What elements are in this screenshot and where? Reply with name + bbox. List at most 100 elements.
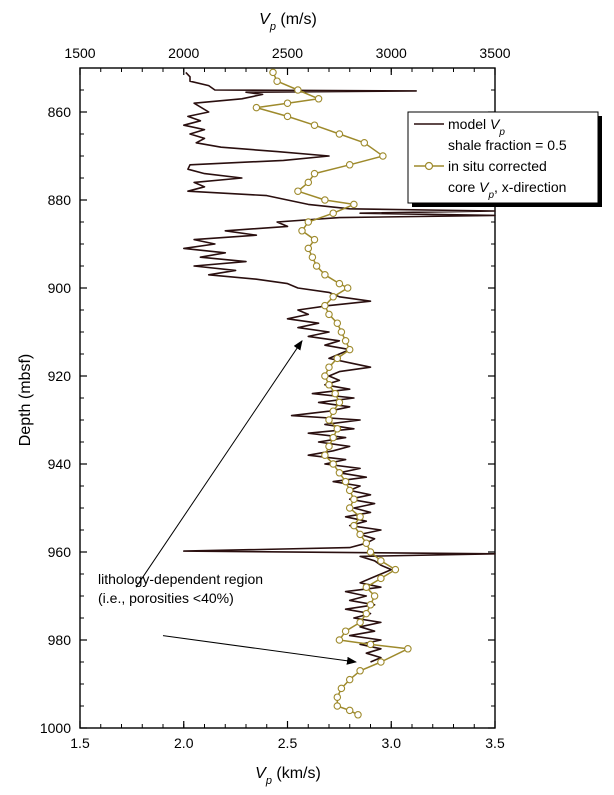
y-tick-label: 980 (48, 632, 72, 648)
core-data-point (345, 706, 354, 715)
core-data-point (321, 372, 329, 380)
core-data-point (333, 425, 342, 433)
core-data-point (335, 636, 344, 644)
core-data-point (321, 451, 329, 459)
core-data-point (308, 253, 317, 261)
core-data-point (391, 565, 400, 574)
core-data-point (341, 627, 350, 635)
core-data-point (345, 161, 354, 169)
core-data-point (304, 244, 313, 253)
core-data-point (345, 675, 354, 684)
core-data-point (304, 218, 313, 226)
top-tick-label: 3500 (479, 45, 510, 61)
top-tick-label: 2500 (272, 45, 303, 61)
y-axis-title: Depth (mbsf) (17, 354, 34, 446)
y-tick-label: 880 (48, 192, 72, 208)
core-data-point (345, 345, 354, 354)
core-data-point (356, 530, 364, 539)
annotation-text-line2: (i.e., porosities <40%) (98, 590, 234, 606)
series-group (183, 68, 496, 719)
core-data-point (337, 328, 346, 336)
core-data-point (321, 271, 329, 279)
y-tick-label: 960 (48, 544, 72, 560)
core-data-point (379, 152, 387, 160)
legend-box (407, 111, 599, 204)
core-data-point (356, 667, 364, 675)
core-data-point (325, 381, 333, 389)
annotations (135, 339, 357, 665)
bottom-axis-title: Vp (km/s) (255, 765, 321, 787)
core-data-point (350, 200, 358, 209)
core-data-point (283, 99, 292, 107)
annotation-text-line1: lithology-dependent region (98, 571, 263, 587)
y-tick-label: 920 (48, 368, 72, 384)
core-data-point (321, 301, 329, 310)
core-data-point (366, 640, 375, 649)
core-data-point (354, 711, 362, 719)
core-data-point (343, 284, 352, 292)
core-data-point (335, 130, 344, 138)
core-data-point (377, 574, 385, 583)
core-data-point (329, 433, 337, 442)
top-tick-label: 2000 (168, 45, 199, 61)
core-data-point (325, 442, 333, 451)
bottom-tick-label: 1.5 (70, 735, 90, 751)
top-axis-title: Vp (m/s) (259, 11, 317, 33)
core-data-point (329, 407, 337, 415)
bottom-tick-label: 3.0 (382, 735, 402, 751)
core-data-point (341, 337, 350, 345)
core-data-point (404, 645, 412, 653)
y-tick-label: 900 (48, 280, 72, 296)
axis-ticks: 1.5 2.0 2.5 3.0 3.5 1500 2000 2500 3000 3500 860 88… (40, 45, 511, 751)
core-data-point (294, 187, 302, 195)
legend-label-core-line2: core Vp, x-direction (448, 179, 566, 201)
core-data-point (350, 521, 358, 530)
core-data-point (362, 609, 371, 618)
y-tick-label: 940 (48, 456, 72, 472)
core-data-point (325, 416, 333, 424)
core-data-point (360, 139, 369, 147)
core-data-point (370, 592, 379, 600)
core-data-point (333, 702, 342, 710)
core-data-point (329, 460, 337, 468)
legend-marker-core (424, 161, 434, 171)
legend: model Vp shale fraction = 0.5 in situ co… (407, 111, 602, 207)
bottom-tick-label: 2.5 (278, 735, 298, 751)
legend-label-model-line2: shale fraction = 0.5 (448, 137, 567, 153)
core-data-point (273, 77, 281, 85)
core-data-point (337, 684, 346, 693)
core-data-point (331, 389, 339, 398)
y-tick-label: 860 (48, 104, 72, 120)
core-data-point (333, 354, 342, 363)
core-data-point (356, 513, 364, 521)
core-data-point (310, 169, 319, 178)
core-data-point (314, 95, 323, 103)
core-data-point (335, 279, 344, 288)
core-data-point (310, 121, 319, 129)
core-data-point (321, 196, 329, 204)
series-line-model (183, 71, 496, 663)
core-data-point (294, 86, 302, 94)
core-data-point (298, 227, 306, 235)
core-data-point (333, 693, 342, 701)
core-data-point (283, 112, 292, 121)
core-data-point (377, 658, 385, 666)
top-tick-label: 3000 (376, 45, 407, 61)
core-data-point (366, 601, 375, 609)
bottom-tick-label: 2.0 (174, 735, 194, 751)
legend-label-core-line1: in situ corrected (448, 158, 547, 174)
core-data-point (252, 103, 261, 112)
core-data-point (341, 477, 350, 486)
core-data-point (269, 68, 277, 77)
core-data-point (377, 557, 385, 565)
legend-label-model-line1: model Vp (448, 116, 505, 138)
core-data-point (333, 319, 342, 327)
core-data-point (310, 235, 319, 244)
core-data-point (329, 293, 337, 301)
top-tick-label: 1500 (64, 45, 95, 61)
core-data-point (366, 548, 375, 556)
core-data-point (350, 495, 358, 503)
core-data-point (304, 178, 313, 187)
core-data-point (335, 398, 344, 407)
